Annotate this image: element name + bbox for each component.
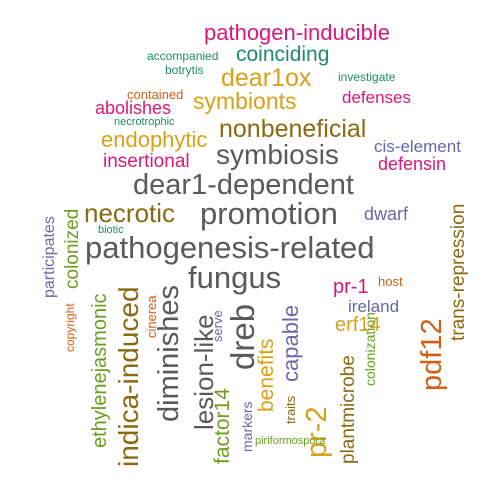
word-coinciding: coinciding: [236, 43, 330, 66]
word-defensin: defensin: [378, 154, 447, 174]
word-factor14: factor14: [211, 388, 234, 464]
word-investigate: investigate: [338, 70, 396, 84]
word-colonized: colonized: [62, 208, 83, 289]
word-symbiosis: symbiosis: [216, 139, 339, 170]
word-biotic: biotic: [98, 224, 124, 236]
word-insertional: insertional: [103, 151, 190, 172]
word-colonization: plantmicrobe: [338, 355, 359, 464]
word-traits: traits: [283, 395, 298, 424]
word-erf14: erf14: [335, 314, 381, 336]
word-pr-2: capable: [278, 304, 303, 382]
word-ethylenejasmonic: ethylenejasmonic: [89, 293, 111, 448]
word-markers: markers: [239, 401, 255, 452]
word-serve: serve: [210, 310, 225, 342]
word-dear1ox: dear1ox: [221, 64, 312, 92]
word-contained: contained: [127, 87, 184, 102]
word-botrytis: botrytis: [165, 63, 204, 77]
word-ireland: ireland: [348, 297, 400, 316]
word-host: host: [378, 274, 403, 289]
word-accompanied: accompanied: [147, 49, 219, 63]
word-dear1-dependent: dear1-dependent: [133, 169, 354, 201]
word-defenses: defenses: [342, 88, 411, 107]
word-copyright: copyright: [63, 303, 77, 352]
word-fungus: fungus: [188, 260, 282, 295]
word-necrotic: necrotic: [84, 198, 176, 228]
word-cis-element: cis-element: [374, 137, 461, 156]
word-indica-induced: indica-induced: [113, 286, 144, 467]
word-pathogenesis-related: pathogenesis-related: [85, 230, 375, 265]
word-pathogen-inducible: pathogen-inducible: [204, 20, 390, 45]
word-trans-repression: pdf12: [416, 318, 448, 391]
word-benefits: benefits: [255, 338, 278, 412]
word-pr-1: pr-1: [333, 276, 369, 298]
word-pdf12: colonization: [362, 312, 378, 386]
word-necrotrophic: necrotrophic: [114, 116, 175, 128]
word-dwarf: dwarf: [364, 204, 409, 224]
word-diminishes: diminishes: [153, 285, 185, 422]
word-capable: piriformospora: [255, 435, 326, 447]
word-plantmicrobe: pr-2: [301, 406, 333, 458]
word-promotion: promotion: [200, 196, 338, 231]
word-endophytic: endophytic: [101, 127, 208, 152]
word-participates: participates: [41, 216, 58, 298]
word-piriformospora: trans-repression: [448, 203, 469, 341]
word-abolishes: abolishes: [95, 98, 172, 118]
word-symbionts: symbionts: [193, 88, 297, 114]
word-nonbeneficial: nonbeneficial: [219, 115, 367, 143]
